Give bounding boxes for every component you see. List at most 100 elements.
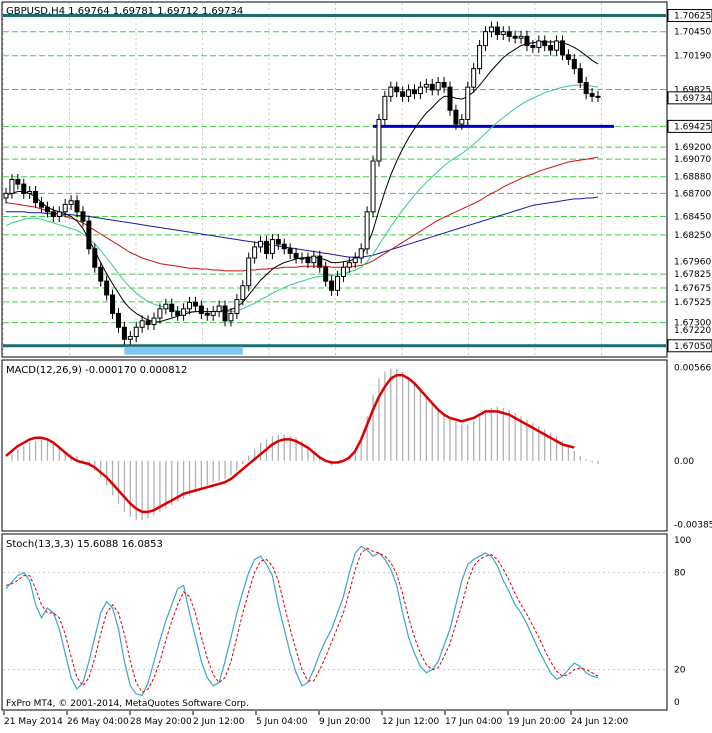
candle-body [559, 40, 565, 56]
price-axis-label: 1.69825 [674, 85, 711, 95]
candle-body [133, 326, 139, 338]
candle-body [145, 320, 151, 326]
candle-body [530, 45, 536, 48]
candle-body [139, 320, 145, 328]
candle-body [340, 266, 346, 277]
candle-body [50, 211, 56, 217]
candle-body [198, 305, 204, 314]
candle-body [512, 35, 518, 39]
symbol-header: GBPUSD,H4 1.69764 1.69781 1.69712 1.6973… [6, 6, 243, 17]
time-axis-label: 19 Jun 20:00 [508, 717, 565, 727]
candle-body [406, 89, 412, 97]
candle-body [335, 275, 341, 291]
price-axis-label: 1.67220 [674, 326, 711, 336]
price-tag-box [667, 9, 712, 23]
macd-axis-label: 0.00 [674, 457, 694, 467]
price-axis-label: 1.69425 [674, 122, 711, 132]
candle-body [471, 68, 477, 88]
candle-body [121, 326, 127, 340]
price-axis-label: 1.67675 [674, 284, 711, 294]
candle-body [39, 202, 45, 208]
stoch-signal-line [5, 547, 599, 693]
candle-body [417, 86, 423, 95]
candle-body [187, 301, 193, 310]
candle-body [323, 266, 329, 282]
candle-body [589, 93, 595, 97]
price-axis-label: 1.69734 [674, 94, 711, 104]
candle-body [411, 89, 417, 95]
candle-body [216, 305, 222, 313]
candle-body [477, 45, 483, 70]
candle-body [453, 109, 459, 125]
candle-body [571, 58, 577, 70]
candle-body [127, 336, 133, 340]
time-axis-label: 17 Jun 04:00 [445, 717, 502, 727]
price-tag-box [667, 339, 712, 353]
time-axis-label: 26 May 04:00 [67, 717, 129, 727]
candle-body [33, 191, 39, 204]
candle-body [98, 266, 104, 282]
candle-body [518, 35, 524, 39]
ma-red-line [5, 156, 599, 272]
candle-body [246, 257, 252, 287]
candle-body [565, 54, 571, 60]
candle-body [181, 308, 187, 316]
candle-body [459, 118, 465, 125]
candle-body [287, 248, 293, 254]
macd-signal-line [5, 373, 575, 514]
candle-body [240, 285, 246, 301]
candle-body [494, 26, 500, 35]
price-axis-label: 1.70190 [674, 52, 711, 62]
candle-body [370, 160, 376, 213]
price-axis-label: 1.70450 [674, 28, 711, 38]
candle-body [358, 248, 364, 259]
stoch-axis-label: 80 [674, 568, 686, 578]
macd-title: MACD(12,26,9) -0.000170 0.000812 [6, 365, 187, 376]
price-axis-label: 1.67960 [674, 258, 711, 268]
price-axis-label: 1.68450 [674, 212, 711, 222]
price-tag-box [667, 91, 712, 105]
candle-body [447, 86, 453, 111]
candle-body [483, 31, 489, 47]
candle-body [62, 203, 68, 213]
candle-body [110, 294, 116, 314]
candle-body [169, 303, 175, 313]
price-axis-label: 1.69070 [674, 155, 711, 165]
candle-body [394, 86, 400, 93]
candle-body [151, 317, 157, 326]
ma-green-line [5, 84, 599, 313]
candle-body [192, 301, 198, 307]
candle-body [595, 95, 601, 98]
candle-body [382, 95, 388, 120]
candle-body [275, 239, 281, 245]
candle-body [21, 183, 27, 194]
macd-axis-label: 0.005669 [674, 363, 712, 373]
time-axis-label: 5 Jun 04:00 [256, 717, 308, 727]
candle-body [263, 240, 269, 254]
time-axis-label: 24 Jun 12:00 [571, 717, 628, 727]
candle-body [400, 91, 406, 97]
candle-body [15, 179, 21, 185]
candle-body [536, 40, 542, 48]
price-axis-label: 1.68250 [674, 231, 711, 241]
time-axis-label: 2 Jun 12:00 [193, 717, 245, 727]
candle-body [104, 280, 110, 296]
candle-body [542, 40, 548, 47]
candle-body [44, 206, 50, 213]
candle-body [228, 312, 234, 322]
candle-body [115, 312, 121, 328]
candle-body [583, 82, 589, 95]
candle-body [204, 312, 210, 316]
candle-body [346, 262, 352, 268]
candle-body [157, 308, 163, 319]
stoch-layer [3, 545, 666, 697]
candle-body [299, 257, 305, 260]
candle-body [465, 86, 471, 120]
candle-body [435, 82, 441, 91]
macd-axis-label: -0.003853 [674, 520, 712, 530]
candle-body [56, 211, 62, 217]
candle-body [74, 200, 80, 213]
candle-body [163, 303, 169, 310]
